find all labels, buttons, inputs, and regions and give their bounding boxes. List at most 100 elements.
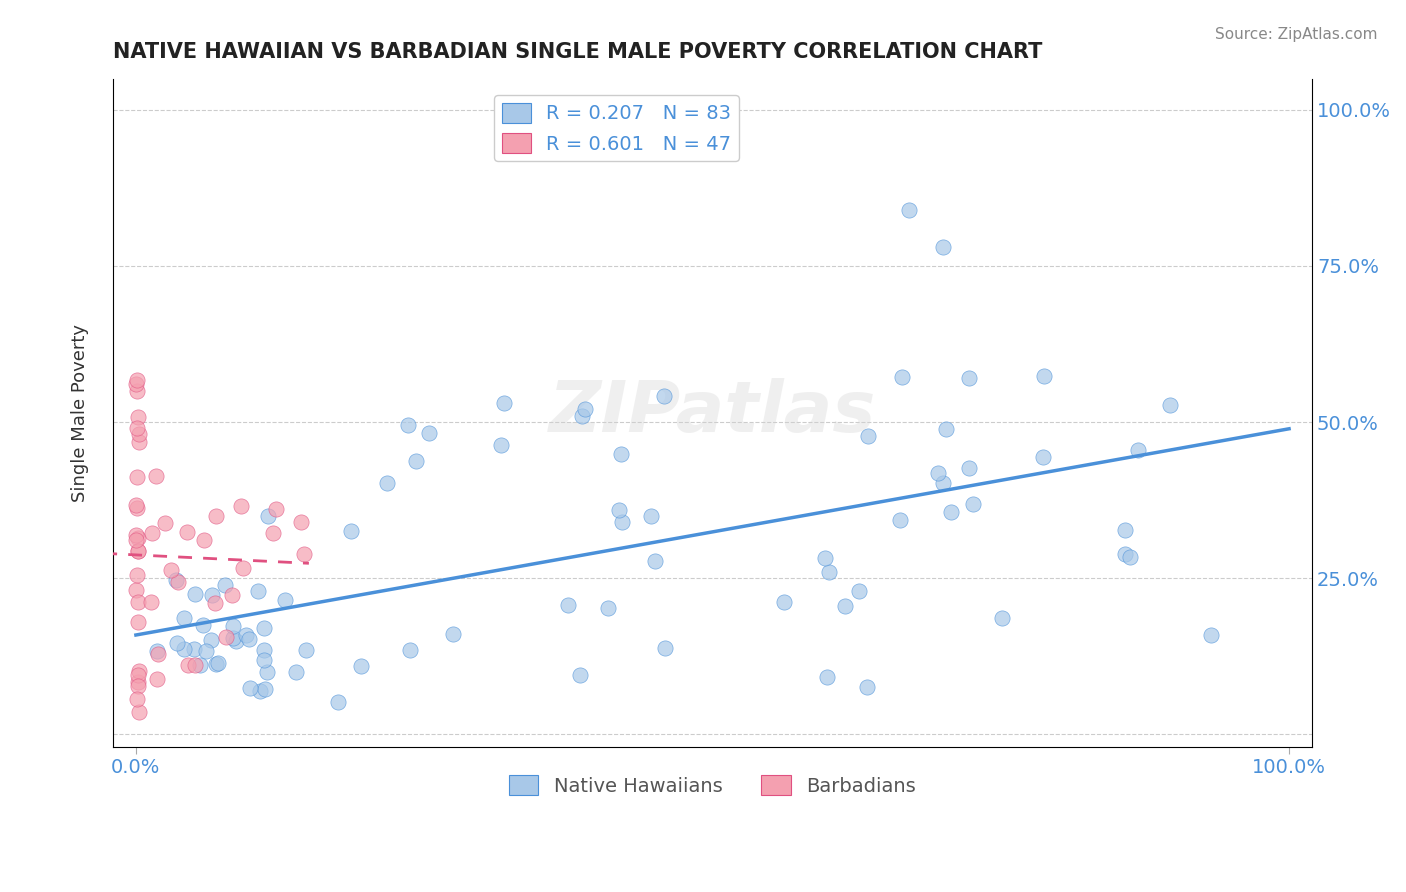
- Y-axis label: Single Male Poverty: Single Male Poverty: [72, 324, 89, 501]
- Point: [326, 695, 349, 709]
- Point: [339, 524, 361, 538]
- Point: [146, 644, 169, 658]
- Point: [141, 525, 163, 540]
- Point: [1126, 442, 1149, 457]
- Point: [891, 370, 914, 384]
- Point: [654, 641, 676, 656]
- Point: [571, 409, 593, 424]
- Point: [235, 628, 257, 642]
- Point: [127, 409, 149, 424]
- Point: [215, 630, 238, 644]
- Point: [127, 470, 149, 484]
- Point: [222, 619, 245, 633]
- Point: [569, 668, 592, 682]
- Point: [200, 633, 222, 648]
- Point: [127, 675, 149, 690]
- Legend: Native Hawaiians, Barbadians: Native Hawaiians, Barbadians: [502, 768, 924, 804]
- Point: [188, 658, 211, 673]
- Point: [165, 573, 187, 587]
- Point: [494, 396, 516, 410]
- Point: [127, 679, 149, 693]
- Point: [127, 615, 149, 629]
- Point: [204, 596, 226, 610]
- Point: [932, 475, 955, 490]
- Point: [176, 658, 198, 673]
- Point: [292, 547, 315, 561]
- Point: [856, 429, 879, 443]
- Point: [640, 508, 662, 523]
- Point: [772, 594, 794, 608]
- Point: [834, 599, 856, 614]
- Point: [127, 668, 149, 682]
- Point: [204, 508, 226, 523]
- Point: [153, 516, 176, 530]
- Point: [991, 611, 1014, 625]
- Point: [294, 642, 316, 657]
- Point: [935, 421, 957, 435]
- Point: [818, 566, 841, 580]
- Point: [239, 681, 262, 695]
- Point: [654, 389, 676, 403]
- Point: [127, 568, 149, 582]
- Point: [201, 588, 224, 602]
- Point: [207, 657, 229, 671]
- Point: [222, 631, 245, 645]
- Point: [127, 544, 149, 558]
- Point: [814, 551, 837, 566]
- Point: [290, 515, 312, 529]
- Point: [125, 501, 148, 516]
- Point: [194, 644, 217, 658]
- Point: [256, 665, 278, 679]
- Point: [375, 475, 398, 490]
- Point: [125, 582, 148, 597]
- Point: [253, 621, 276, 635]
- Point: [1159, 397, 1181, 411]
- Point: [254, 681, 277, 696]
- Point: [125, 691, 148, 706]
- Point: [184, 657, 207, 672]
- Point: [1032, 368, 1054, 383]
- Point: [193, 533, 215, 548]
- Text: Source: ZipAtlas.com: Source: ZipAtlas.com: [1215, 27, 1378, 42]
- Point: [191, 618, 214, 632]
- Point: [285, 665, 308, 679]
- Point: [127, 374, 149, 388]
- Point: [125, 533, 148, 548]
- Point: [1201, 628, 1223, 642]
- Point: [184, 587, 207, 601]
- Point: [125, 498, 148, 512]
- Point: [221, 588, 243, 602]
- Point: [183, 641, 205, 656]
- Point: [815, 670, 838, 684]
- Point: [166, 635, 188, 649]
- Point: [610, 515, 633, 529]
- Point: [127, 543, 149, 558]
- Point: [957, 461, 980, 475]
- Text: ZIPatlas: ZIPatlas: [548, 378, 876, 447]
- Point: [607, 503, 630, 517]
- Point: [574, 402, 596, 417]
- Point: [247, 584, 270, 599]
- Point: [257, 509, 280, 524]
- Point: [1119, 550, 1142, 565]
- Point: [125, 376, 148, 391]
- Point: [1114, 547, 1136, 561]
- Point: [273, 592, 295, 607]
- Point: [253, 653, 276, 667]
- Point: [396, 418, 419, 433]
- Point: [148, 647, 170, 661]
- Point: [889, 513, 911, 527]
- Point: [141, 595, 163, 609]
- Point: [418, 426, 440, 441]
- Point: [609, 447, 631, 461]
- Point: [145, 469, 167, 483]
- Point: [927, 466, 949, 480]
- Point: [128, 705, 150, 719]
- Point: [125, 384, 148, 398]
- Point: [441, 627, 464, 641]
- Point: [232, 561, 254, 575]
- Point: [249, 684, 271, 698]
- Point: [405, 454, 427, 468]
- Point: [204, 657, 226, 671]
- Point: [125, 421, 148, 435]
